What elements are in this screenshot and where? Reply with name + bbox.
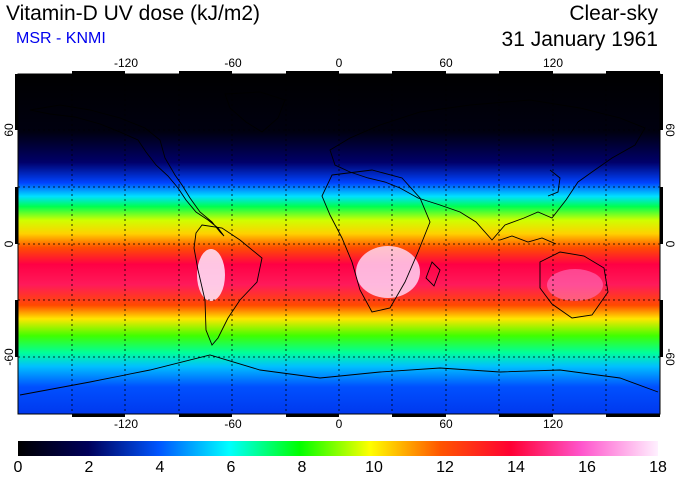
lon-bottom-label: -60 xyxy=(224,417,242,431)
australia-highlight xyxy=(547,269,603,301)
lon-top-label: 0 xyxy=(336,56,343,70)
colorbar-label: 10 xyxy=(365,459,383,476)
coastlines xyxy=(19,91,659,396)
lon-bottom-label: 60 xyxy=(439,417,453,431)
map-title: Vitamin-D UV dose (kJ/m2) xyxy=(6,2,261,25)
colorbar-label: 18 xyxy=(649,459,667,476)
indonesia-coast xyxy=(499,235,557,245)
lon-top-label: 120 xyxy=(543,56,563,70)
africa-highlight xyxy=(356,246,420,298)
source-label: MSR - KNMI xyxy=(16,30,106,47)
madagascar-coast xyxy=(425,261,441,287)
colorbar-label: 4 xyxy=(155,459,165,476)
lat-left-label: -60 xyxy=(2,348,16,366)
lat-left-label: 0 xyxy=(2,240,16,247)
australia-coast xyxy=(539,251,609,319)
eurasia-coast xyxy=(329,99,646,241)
lat-labels-left: 60 0 -60 xyxy=(2,123,16,366)
lon-bottom-label: -120 xyxy=(114,417,138,431)
colorbar-label: 14 xyxy=(507,459,525,476)
colorbar xyxy=(18,441,658,456)
lon-top-label: -120 xyxy=(114,56,138,70)
colorbar-label: 12 xyxy=(436,459,454,476)
colorbar-label: 2 xyxy=(84,459,94,476)
lon-top-label: 60 xyxy=(439,56,453,70)
lat-right-label: 60 xyxy=(663,123,677,137)
colorbar-label: 0 xyxy=(13,459,23,476)
greenland-coast xyxy=(224,91,286,133)
north-america-coast xyxy=(29,104,225,237)
frame-bands xyxy=(15,71,663,417)
sky-condition: Clear-sky xyxy=(569,2,658,25)
colorbar-label: 6 xyxy=(226,459,236,476)
colorbar-label: 16 xyxy=(578,459,596,476)
lat-right-label: -60 xyxy=(663,348,677,366)
south-america-highlight xyxy=(197,249,225,301)
lat-labels-right: 60 0 -60 xyxy=(663,123,677,366)
lon-top-label: -60 xyxy=(224,56,242,70)
colorbar-label: 8 xyxy=(297,459,307,476)
lat-left-label: 60 xyxy=(2,123,16,137)
lon-labels-top: -120 -60 0 60 120 xyxy=(114,56,563,70)
lon-labels-bottom: -120 -60 0 60 120 xyxy=(114,417,563,431)
south-america-coast xyxy=(193,224,263,346)
lon-bottom-label: 120 xyxy=(543,417,563,431)
lat-right-label: 0 xyxy=(663,241,677,248)
lon-bottom-label: 0 xyxy=(336,417,343,431)
antarctica-coast xyxy=(19,354,659,396)
africa-coast xyxy=(321,169,431,313)
map-date: 31 January 1961 xyxy=(501,28,658,51)
graticule xyxy=(18,74,660,414)
